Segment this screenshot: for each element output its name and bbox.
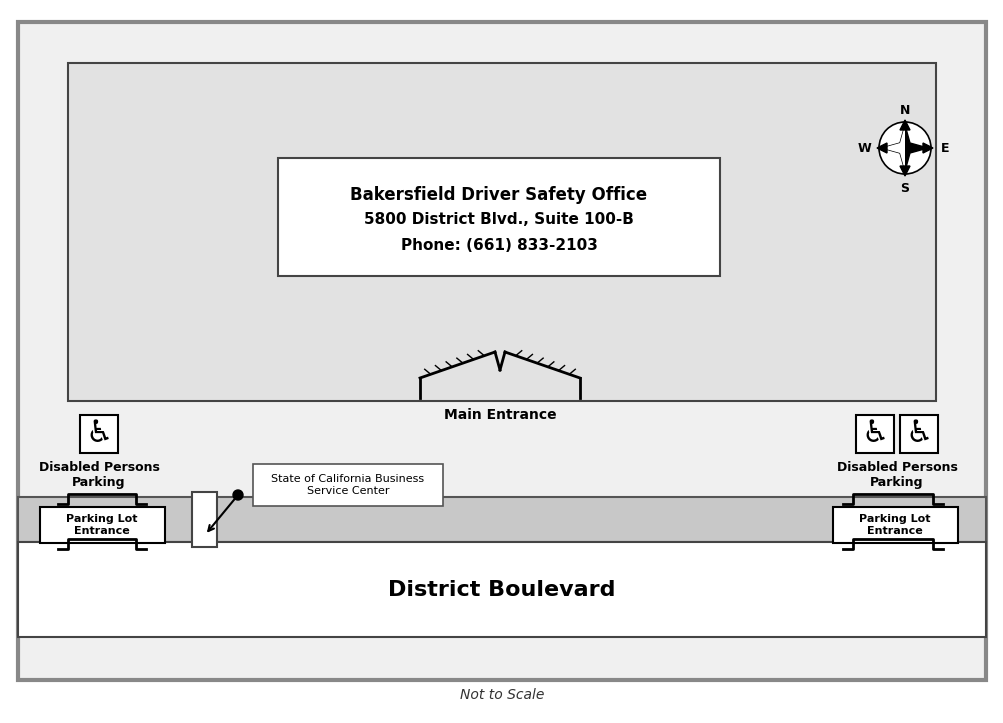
Text: Main Entrance: Main Entrance [443, 408, 556, 422]
Text: E: E [940, 142, 948, 155]
Text: Disabled Persons
Parking: Disabled Persons Parking [38, 461, 159, 489]
Text: Disabled Persons
Parking: Disabled Persons Parking [835, 461, 957, 489]
Circle shape [233, 490, 243, 500]
Text: ♿: ♿ [905, 419, 932, 448]
Text: State of California Business
Service Center: State of California Business Service Cen… [271, 474, 424, 496]
Polygon shape [881, 125, 904, 171]
Polygon shape [922, 143, 932, 153]
Bar [18, 497, 985, 542]
Polygon shape [899, 166, 909, 176]
Bar [253, 464, 442, 506]
Polygon shape [899, 120, 909, 130]
Bar [192, 492, 217, 547]
Bar [68, 63, 935, 401]
Text: District Boulevard: District Boulevard [388, 580, 615, 600]
Polygon shape [881, 125, 927, 171]
Bar [80, 415, 118, 453]
Bar [18, 542, 985, 637]
Text: Phone: (661) 833-2103: Phone: (661) 833-2103 [400, 239, 597, 254]
Bar [40, 507, 164, 543]
Text: Not to Scale: Not to Scale [459, 688, 544, 702]
Text: W: W [858, 142, 871, 155]
Text: ♿: ♿ [85, 419, 112, 448]
Bar [832, 507, 957, 543]
Bar [856, 415, 893, 453]
Text: Parking Lot
Entrance: Parking Lot Entrance [859, 514, 930, 536]
Bar [899, 415, 937, 453]
Bar [278, 158, 719, 276]
Text: ♿: ♿ [861, 419, 888, 448]
Text: Parking Lot
Entrance: Parking Lot Entrance [66, 514, 137, 536]
Polygon shape [877, 143, 886, 153]
Text: S: S [900, 181, 909, 194]
Text: 5800 District Blvd., Suite 100-B: 5800 District Blvd., Suite 100-B [364, 213, 633, 228]
Text: N: N [899, 103, 910, 116]
Circle shape [878, 122, 930, 174]
Text: Bakersfield Driver Safety Office: Bakersfield Driver Safety Office [350, 186, 647, 204]
